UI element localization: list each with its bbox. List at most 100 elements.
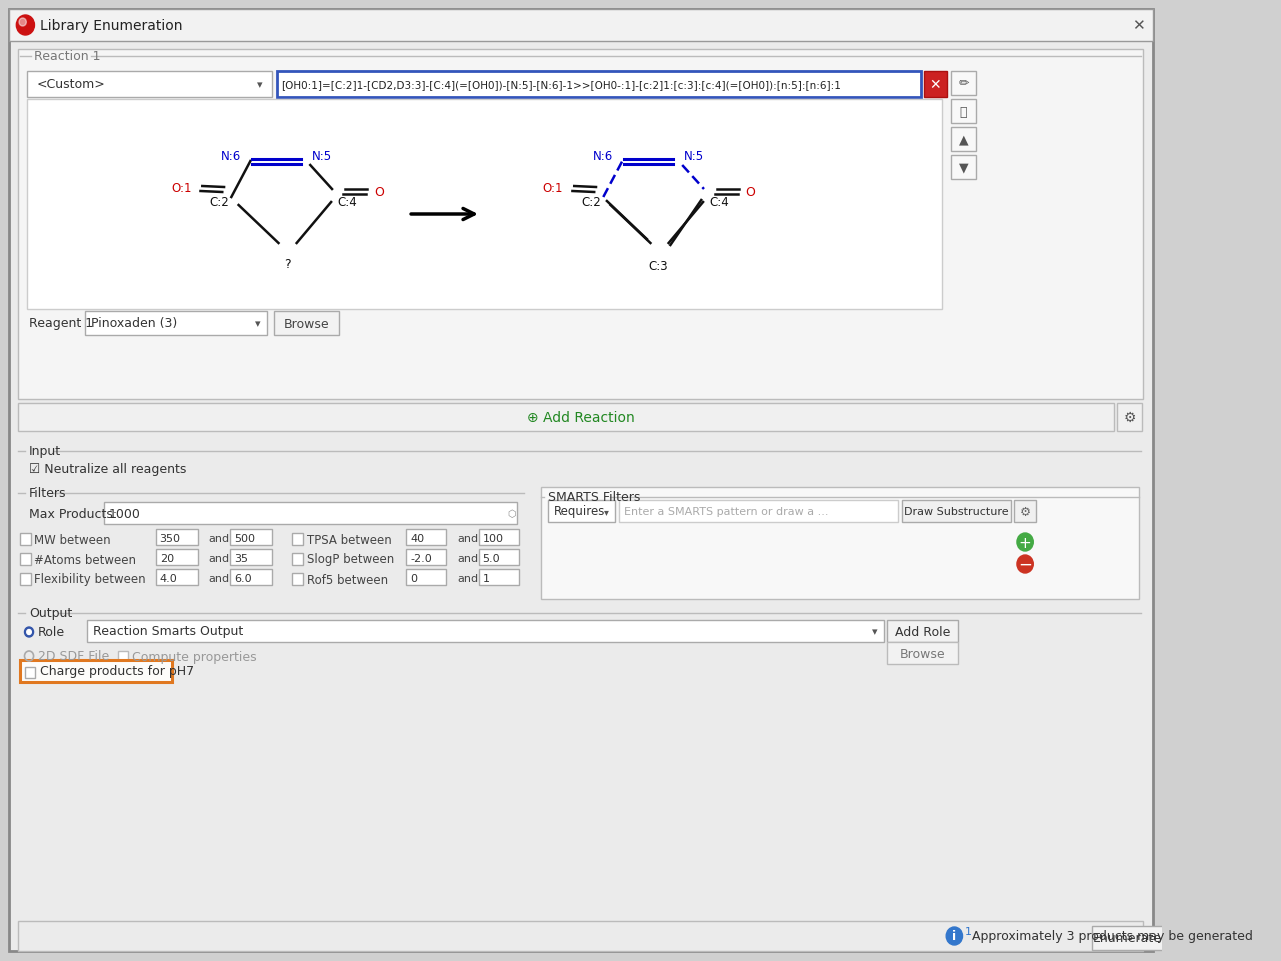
Bar <box>951 72 976 96</box>
Text: and: and <box>457 574 478 583</box>
Bar <box>274 311 339 335</box>
Text: Add Role: Add Role <box>895 625 951 638</box>
Text: ✕: ✕ <box>930 78 942 92</box>
Text: SlogP between: SlogP between <box>306 553 393 566</box>
Circle shape <box>19 19 27 27</box>
Bar <box>20 660 173 682</box>
Text: Rof5 between: Rof5 between <box>306 573 388 586</box>
Bar <box>231 550 272 565</box>
Circle shape <box>1017 555 1034 574</box>
Text: <Custom>: <Custom> <box>36 79 105 91</box>
Bar <box>292 554 304 565</box>
Bar <box>18 50 1143 400</box>
Text: Reaction 1: Reaction 1 <box>35 50 101 63</box>
Bar <box>9 10 1153 42</box>
Bar <box>951 100 976 124</box>
Text: 1: 1 <box>966 926 972 936</box>
Bar <box>86 311 266 335</box>
Text: ?: ? <box>284 258 291 270</box>
Bar <box>1093 926 1163 950</box>
Bar <box>156 530 197 546</box>
Text: Compute properties: Compute properties <box>132 650 257 663</box>
Text: 5.0: 5.0 <box>483 554 501 563</box>
Text: N:6: N:6 <box>222 149 241 162</box>
Text: ▾: ▾ <box>255 319 260 329</box>
Text: Library Enumeration: Library Enumeration <box>40 19 182 33</box>
Bar <box>20 533 31 546</box>
Text: ☑ Neutralize all reagents: ☑ Neutralize all reagents <box>29 463 187 476</box>
Bar <box>277 72 921 98</box>
Bar <box>479 530 519 546</box>
Text: +: + <box>1018 535 1031 550</box>
Text: and: and <box>457 554 478 563</box>
Bar <box>231 570 272 585</box>
Text: N:5: N:5 <box>313 149 332 162</box>
Text: N:5: N:5 <box>684 149 705 162</box>
Bar <box>888 642 958 664</box>
Bar <box>292 533 304 546</box>
Bar <box>26 667 36 678</box>
Bar <box>888 621 958 642</box>
Text: 100: 100 <box>483 533 503 543</box>
Text: ▾: ▾ <box>256 80 263 90</box>
Text: 1000: 1000 <box>109 507 141 520</box>
Text: Role: Role <box>38 626 65 639</box>
Text: i: i <box>952 929 957 943</box>
Text: ▲: ▲ <box>958 134 968 146</box>
Text: #Atoms between: #Atoms between <box>35 553 137 566</box>
Text: 20: 20 <box>160 554 174 563</box>
Text: C:4: C:4 <box>337 196 357 209</box>
Text: 4.0: 4.0 <box>160 574 177 583</box>
Text: [OH0:1]=[C:2]1-[CD2,D3:3]-[C:4](=[OH0])-[N:5]-[N:6]-1>>[OH0-:1]-[c:2]1:[c:3]:[c:: [OH0:1]=[C:2]1-[CD2,D3:3]-[C:4](=[OH0])-… <box>282 80 842 90</box>
Text: Enumerate: Enumerate <box>1093 931 1162 945</box>
Text: Browse: Browse <box>284 317 329 331</box>
Text: 💾: 💾 <box>959 106 967 118</box>
Bar <box>18 921 1143 951</box>
Text: C:4: C:4 <box>710 196 729 209</box>
Text: ⚙: ⚙ <box>1123 410 1136 425</box>
Text: Output: Output <box>29 606 72 620</box>
Bar <box>548 501 615 523</box>
Bar <box>541 487 1139 600</box>
Bar <box>27 100 942 309</box>
Text: and: and <box>457 533 478 543</box>
Bar <box>479 550 519 565</box>
Text: ▾: ▾ <box>603 506 608 516</box>
Text: −: − <box>1018 555 1032 574</box>
Text: C:3: C:3 <box>648 259 667 272</box>
Text: Pinoxaden (3): Pinoxaden (3) <box>91 317 177 331</box>
Circle shape <box>947 927 962 945</box>
Text: 350: 350 <box>160 533 181 543</box>
Text: 1: 1 <box>483 574 489 583</box>
Text: O: O <box>374 186 383 199</box>
Text: 2D SDF File: 2D SDF File <box>38 650 109 663</box>
Bar <box>406 570 446 585</box>
Text: ⚙: ⚙ <box>1020 505 1031 518</box>
Text: O:1: O:1 <box>170 182 191 194</box>
Bar <box>27 72 272 98</box>
Bar <box>1117 404 1143 431</box>
Circle shape <box>24 628 33 637</box>
Text: ⬡: ⬡ <box>507 508 516 519</box>
Text: MW between: MW between <box>35 533 111 546</box>
Bar <box>156 550 197 565</box>
Bar <box>619 501 898 523</box>
Circle shape <box>27 629 31 635</box>
Text: 6.0: 6.0 <box>234 574 251 583</box>
Text: Enter a SMARTS pattern or draw a ...: Enter a SMARTS pattern or draw a ... <box>624 506 829 516</box>
Text: 35: 35 <box>234 554 249 563</box>
Text: Input: Input <box>29 445 61 458</box>
Bar <box>104 503 518 525</box>
Text: Filters: Filters <box>29 487 67 500</box>
Bar <box>156 570 197 585</box>
Text: SMARTS Filters: SMARTS Filters <box>548 491 640 504</box>
Bar <box>406 530 446 546</box>
Text: and: and <box>209 574 229 583</box>
Text: ⊕ Add Reaction: ⊕ Add Reaction <box>526 410 634 425</box>
Text: 500: 500 <box>234 533 255 543</box>
Bar <box>18 404 1114 431</box>
Text: and: and <box>209 554 229 563</box>
Text: Reagent 1: Reagent 1 <box>29 317 94 331</box>
Text: N:6: N:6 <box>593 149 614 162</box>
Text: Requires: Requires <box>553 505 605 518</box>
